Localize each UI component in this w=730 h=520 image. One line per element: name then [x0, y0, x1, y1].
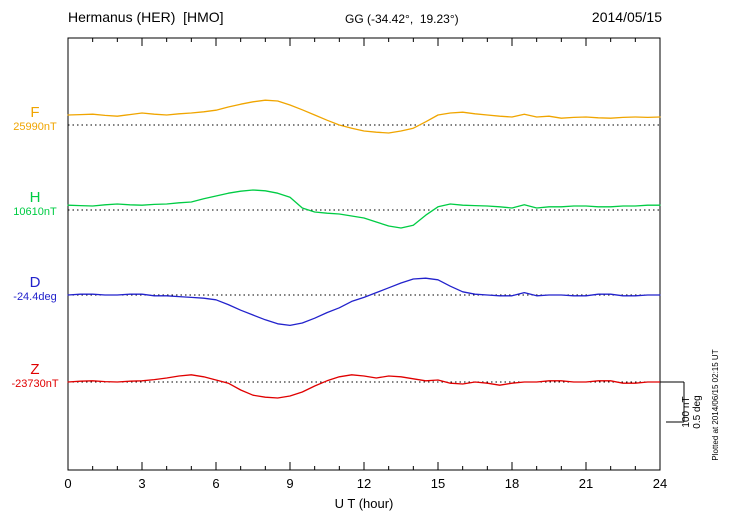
x-tick-label: 18	[505, 476, 519, 491]
x-tick-label: 3	[138, 476, 145, 491]
scale-deg-label: 0.5 deg	[692, 395, 703, 429]
x-tick-label: 24	[653, 476, 667, 491]
trace-label-Z: Z -23730nT	[6, 361, 64, 391]
trace-D	[67, 277, 661, 327]
x-tick-label: 9	[286, 476, 293, 491]
geographic-coordinates: GG (-34.42°, 19.23°)	[345, 12, 459, 26]
trace-baseline-D: -24.4deg	[13, 291, 57, 303]
trace-letter-F: F	[30, 104, 40, 121]
trace-label-F: F 25990nT	[6, 104, 64, 134]
scale-nt-label: 100 nT	[681, 396, 692, 428]
trace-F	[67, 99, 661, 134]
x-tick-label: 6	[212, 476, 219, 491]
trace-letter-H: H	[29, 189, 41, 206]
x-tick-label: 12	[357, 476, 371, 491]
trace-baseline-F: 25990nT	[13, 121, 57, 133]
trace-Z	[67, 374, 661, 399]
x-tick-label: 21	[579, 476, 593, 491]
plotted-at-note: Plotted at 2014/06/15 02:15 UT	[711, 349, 720, 461]
trace-label-D: D -24.4deg	[6, 274, 64, 304]
plot-border	[67, 37, 661, 471]
trace-letter-Z: Z	[30, 361, 40, 378]
plot-date: 2014/05/15	[591, 9, 662, 25]
x-axis-title: U T (hour)	[334, 496, 394, 511]
trace-letter-D: D	[29, 274, 41, 291]
station-title: Hermanus (HER) [HMO]	[68, 9, 224, 25]
trace-baseline-Z: -23730nT	[11, 378, 59, 390]
trace-H	[67, 189, 661, 229]
trace-label-H: H 10610nT	[6, 189, 64, 219]
scale-bar-labels: 100 nT 0.5 deg	[681, 390, 703, 434]
x-tick-label: 15	[431, 476, 445, 491]
x-tick-label: 0	[64, 476, 71, 491]
trace-baseline-H: 10610nT	[13, 206, 57, 218]
